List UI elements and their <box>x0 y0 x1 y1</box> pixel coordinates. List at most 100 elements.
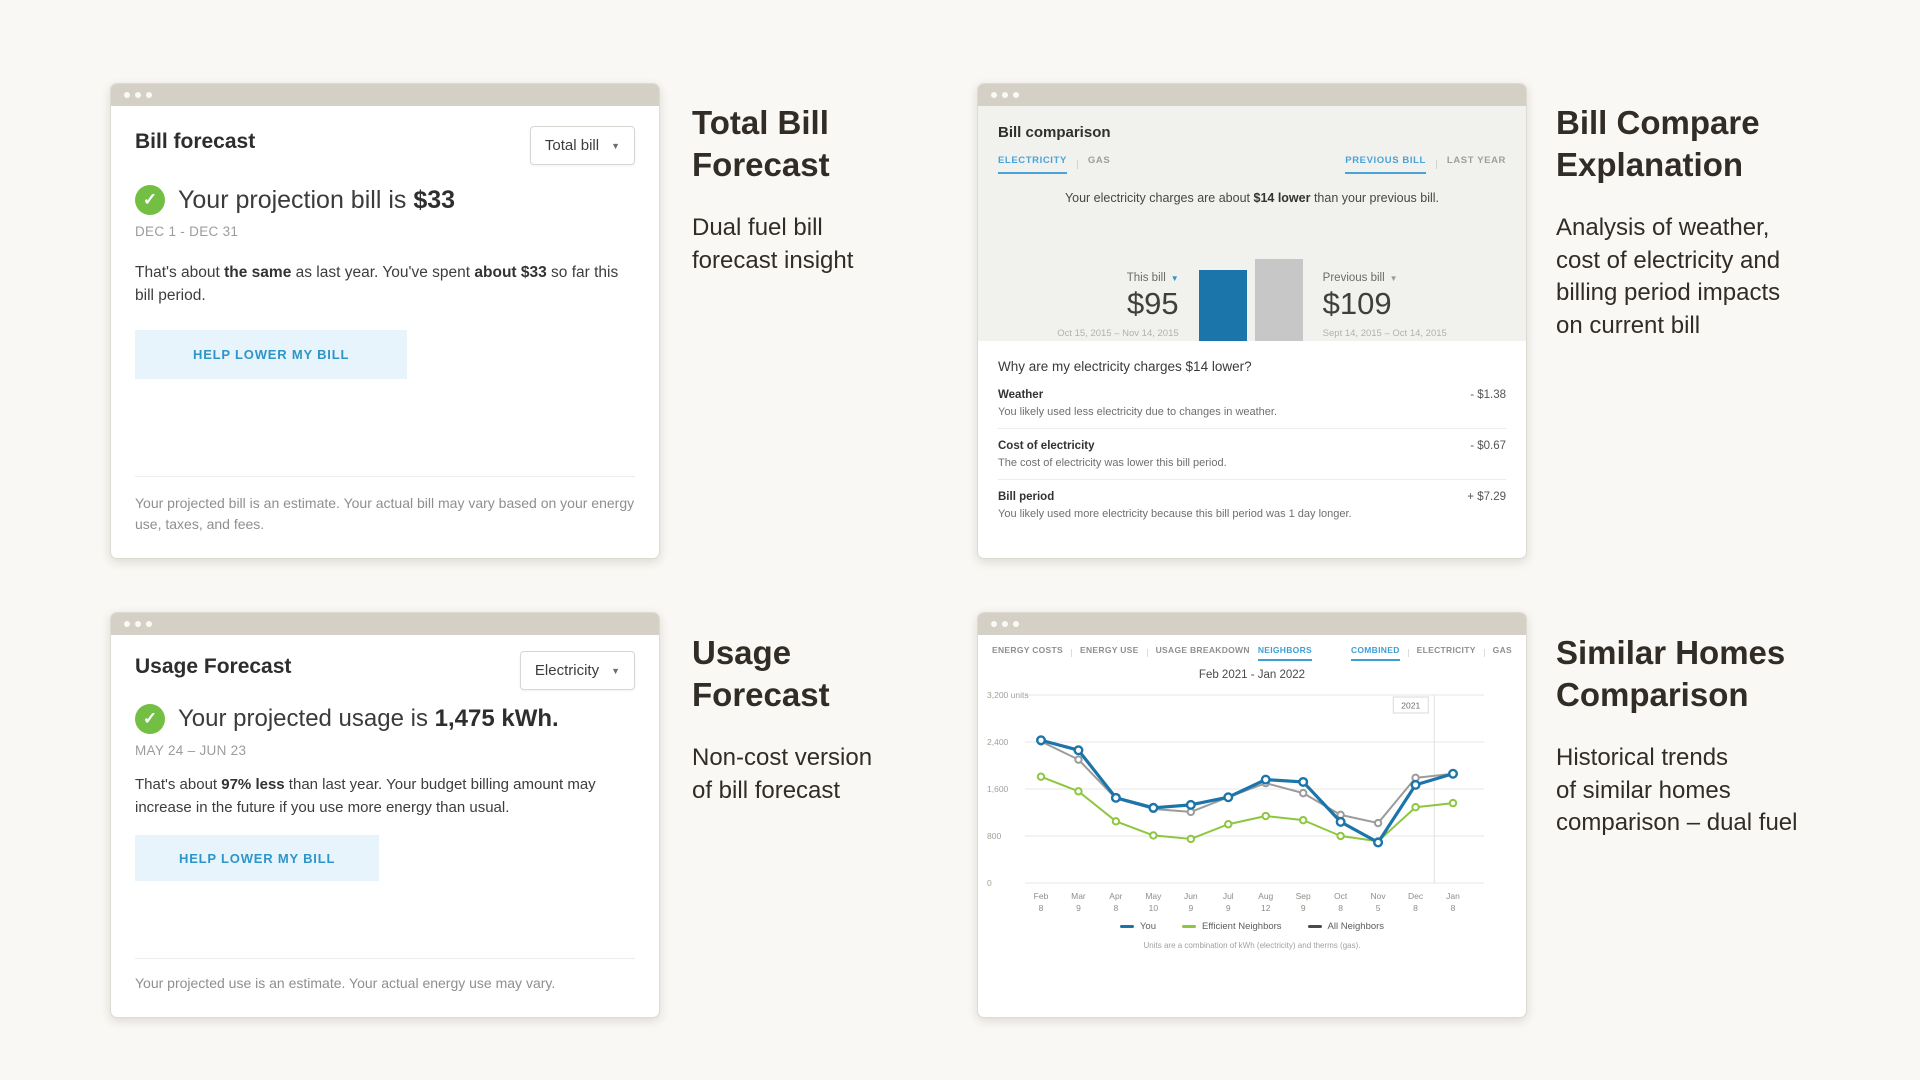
svg-text:9: 9 <box>1076 903 1081 913</box>
annotation-description: Dual fuel bill forecast insight <box>692 214 854 274</box>
legend-item-efficient-neighbors: Efficient Neighbors <box>1181 921 1282 932</box>
svg-text:9: 9 <box>1188 903 1193 913</box>
tab-energy-costs[interactable]: ENERGY COSTS <box>992 645 1063 655</box>
chart-legend: You Efficient Neighbors All Neighbors <box>978 921 1526 932</box>
svg-text:8: 8 <box>1039 903 1044 913</box>
svg-text:Nov: Nov <box>1371 891 1387 901</box>
svg-text:9: 9 <box>1226 903 1231 913</box>
annotation-neighbors: Similar Homes Comparison Historical tren… <box>1556 632 1856 840</box>
annotation-bill-compare: Bill Compare Explanation Analysis of wea… <box>1556 102 1846 342</box>
annotation-description: Analysis of weather, cost of electricity… <box>1556 214 1781 339</box>
window-dot-icon <box>135 92 141 98</box>
svg-text:Jul: Jul <box>1223 891 1234 901</box>
window-dot-icon <box>1013 621 1019 627</box>
previous-bill-bar <box>1254 259 1303 341</box>
forecast-disclaimer: Your projected bill is an estimate. Your… <box>135 494 635 533</box>
window-dot-icon <box>146 621 152 627</box>
window-dot-icon <box>135 621 141 627</box>
legend-item-all-neighbors: All Neighbors <box>1307 921 1384 932</box>
svg-text:800: 800 <box>987 831 1001 841</box>
fuel-type-dropdown[interactable]: Electricity ▼ <box>519 651 635 690</box>
help-lower-my-bill-button[interactable]: HELP LOWER MY BILL <box>135 329 408 379</box>
bill-comparison-title: Bill comparison <box>998 124 1111 141</box>
svg-text:3,200 units: 3,200 units <box>987 690 1029 700</box>
window-dot-icon <box>991 92 997 98</box>
billing-period-dates: DEC 1 - DEC 31 <box>135 224 239 239</box>
window-dot-icon <box>146 92 152 98</box>
chart-date-range-title: Feb 2021 - Jan 2022 <box>1198 669 1306 681</box>
svg-text:12: 12 <box>1261 903 1271 913</box>
fuel-type-dropdown[interactable]: Total bill ▼ <box>529 126 635 165</box>
previous-bill-selector[interactable]: Previous bill ▼ <box>1322 272 1398 284</box>
annotation-description: Non-cost version of bill forecast <box>692 744 873 804</box>
svg-text:8: 8 <box>1338 903 1343 913</box>
tab-neighbors[interactable]: NEIGHBORS <box>1257 645 1313 661</box>
annotation-title: Bill Compare Explanation <box>1556 104 1760 184</box>
tab-usage-breakdown[interactable]: USAGE BREAKDOWN <box>1155 645 1250 655</box>
tab-last-year[interactable]: LAST YEAR <box>1446 155 1506 166</box>
svg-text:9: 9 <box>1301 903 1306 913</box>
svg-text:8: 8 <box>1114 903 1119 913</box>
browser-chrome <box>978 84 1526 106</box>
window-dot-icon <box>1013 92 1019 98</box>
forecast-body-text: That's about 97% less than last year. Yo… <box>135 776 596 816</box>
tab-energy-use[interactable]: ENERGY USE <box>1080 645 1139 655</box>
tab-separator <box>1071 649 1072 657</box>
previous-bill-amount: $109 <box>1322 286 1392 321</box>
browser-chrome <box>978 613 1526 635</box>
chevron-down-icon: ▼ <box>611 665 620 676</box>
annotation-usage-forecast: Usage Forecast Non-cost version of bill … <box>692 632 952 807</box>
svg-text:Oct: Oct <box>1334 891 1348 901</box>
tab-combined[interactable]: COMBINED <box>1350 645 1400 661</box>
browser-chrome <box>111 84 659 106</box>
window-dot-icon <box>124 92 130 98</box>
projection-headline: Your projected usage is 1,475 kWh. <box>178 705 559 732</box>
svg-text:10: 10 <box>1149 903 1159 913</box>
window-dot-icon <box>1002 621 1008 627</box>
svg-text:8: 8 <box>1413 903 1418 913</box>
bill-forecast-title: Bill forecast <box>135 130 256 153</box>
this-bill-selector[interactable]: This bill ▼ <box>1126 272 1179 284</box>
previous-bill-dates: Sept 14, 2015 – Oct 14, 2015 <box>1322 328 1447 339</box>
tab-gas[interactable]: GAS <box>1087 155 1111 166</box>
annotation-title: Total Bill Forecast <box>692 104 830 184</box>
billing-period-dates: MAY 24 – JUN 23 <box>135 743 247 758</box>
comparison-row-cost: Cost of electricity - $0.67 The cost of … <box>998 428 1506 479</box>
chevron-down-icon: ▼ <box>1389 273 1398 283</box>
bill-comparison-bar-chart: This bill ▼ $95 Oct 15, 2015 – Nov 14, 20… <box>998 219 1506 341</box>
this-bill-amount: $95 <box>1126 286 1179 321</box>
window-dot-icon <box>124 621 130 627</box>
svg-text:1,600: 1,600 <box>987 784 1009 794</box>
neighbors-line-chart: 0 800 1,600 2,400 3,200 units 2021 Feb 8 Mar 9 Apr… <box>987 690 1484 913</box>
this-bill-bar <box>1198 270 1247 341</box>
svg-text:Mar: Mar <box>1071 891 1086 901</box>
tab-previous-bill[interactable]: PREVIOUS BILL <box>1345 155 1426 174</box>
check-circle-icon: ✓ <box>135 704 165 734</box>
annotation-description: Historical trends of similar homes compa… <box>1556 744 1798 837</box>
fuel-type-dropdown-value: Electricity <box>534 662 600 679</box>
tab-separator <box>1146 649 1148 657</box>
svg-text:Jun: Jun <box>1184 891 1198 901</box>
this-bill-dates: Oct 15, 2015 – Nov 14, 2015 <box>1057 328 1179 339</box>
tab-separator <box>1435 160 1437 169</box>
tab-electricity[interactable]: ELECTRICITY <box>998 155 1067 174</box>
svg-text:Sep: Sep <box>1296 891 1311 901</box>
comparison-summary: Your electricity charges are about $14 l… <box>1064 191 1440 205</box>
svg-text:Feb: Feb <box>1034 891 1049 901</box>
chart-footnote: Units are a combination of kWh (electric… <box>1143 941 1361 950</box>
check-circle-icon: ✓ <box>135 185 165 215</box>
svg-text:Dec: Dec <box>1408 891 1424 901</box>
legend-swatch <box>1307 924 1322 929</box>
tab-gas[interactable]: GAS <box>1492 645 1512 655</box>
tab-electricity[interactable]: ELECTRICITY <box>1416 645 1476 655</box>
help-lower-my-bill-button[interactable]: HELP LOWER MY BILL <box>135 835 380 881</box>
svg-text:8: 8 <box>1451 903 1456 913</box>
usage-forecast-title: Usage Forecast <box>135 655 292 678</box>
tab-separator <box>1407 649 1409 657</box>
svg-text:Apr: Apr <box>1109 891 1122 901</box>
svg-text:5: 5 <box>1376 903 1381 913</box>
legend-item-you: You <box>1119 921 1156 932</box>
tab-separator <box>1483 649 1485 657</box>
neighbors-comparison-window: ENERGY COSTS ENERGY USE USAGE BREAKDOWN … <box>977 612 1527 1018</box>
svg-text:Aug: Aug <box>1258 891 1273 901</box>
